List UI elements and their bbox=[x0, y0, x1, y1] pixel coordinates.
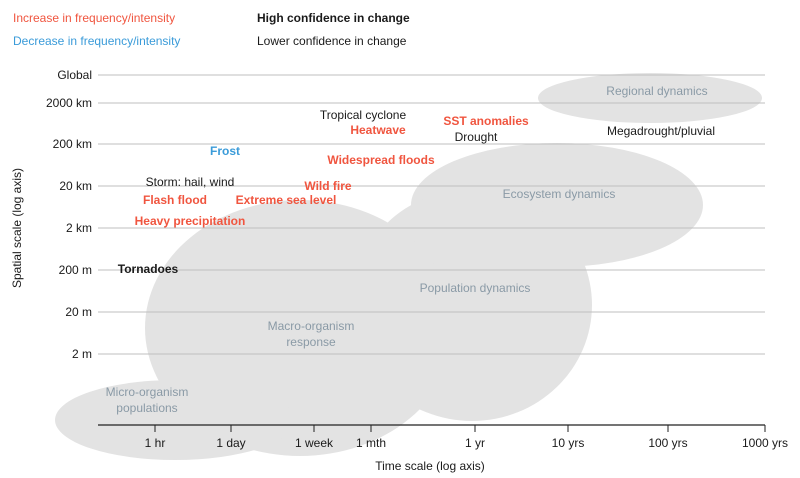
region-label-micro: Micro-organism populations bbox=[106, 385, 189, 415]
event-label-megadrought: Megadrought/pluvial bbox=[607, 124, 715, 138]
event-label-storm: Storm: hail, wind bbox=[146, 175, 235, 189]
x-tick-label: 100 yrs bbox=[648, 436, 687, 450]
event-label-wild-fire: Wild fire bbox=[304, 179, 352, 193]
y-axis-label: Spatial scale (log axis) bbox=[10, 168, 24, 288]
legend-lower-confidence: Lower confidence in change bbox=[257, 34, 407, 48]
x-tick-label: 1 hr bbox=[145, 436, 166, 450]
x-tick-label: 1 week bbox=[295, 436, 334, 450]
axes: Global 2000 km 200 km 20 km 2 km 200 m 20 m 2 m… bbox=[10, 68, 788, 473]
legend-increase: Increase in frequency/intensity bbox=[13, 11, 176, 25]
x-tick-label: 1000 yrs bbox=[742, 436, 788, 450]
y-tick-label: Global bbox=[57, 68, 92, 82]
region-ellipses bbox=[55, 73, 762, 460]
event-label-tornadoes: Tornadoes bbox=[118, 262, 179, 276]
y-tick-label: 200 km bbox=[53, 137, 92, 151]
y-tick-label: 2000 km bbox=[46, 96, 92, 110]
legend-high-confidence: High confidence in change bbox=[257, 11, 410, 25]
x-axis-label: Time scale (log axis) bbox=[375, 459, 485, 473]
event-label-heatwave: Heatwave bbox=[350, 123, 406, 137]
ellipse-micro bbox=[55, 380, 295, 460]
region-labels: Regional dynamics Ecosystem dynamics Popul… bbox=[106, 84, 708, 415]
event-label-frost: Frost bbox=[210, 144, 240, 158]
event-label-widespread-floods: Widespread floods bbox=[327, 153, 435, 167]
event-label-heavy-precipitation: Heavy precipitation bbox=[135, 214, 246, 228]
x-tick-label: 1 mth bbox=[356, 436, 386, 450]
grid-lines bbox=[98, 74, 765, 355]
event-label-extreme-sea-level: Extreme sea level bbox=[236, 193, 337, 207]
event-label-tropical-cyclone: Tropical cyclone bbox=[320, 108, 407, 122]
ellipse-regional bbox=[538, 73, 762, 123]
x-tick-label: 1 yr bbox=[465, 436, 485, 450]
region-label-ecosystem: Ecosystem dynamics bbox=[503, 187, 616, 201]
y-tick-label: 2 m bbox=[72, 347, 92, 361]
event-label-sst-anomalies: SST anomalies bbox=[443, 114, 529, 128]
x-tick-label: 1 day bbox=[216, 436, 245, 450]
y-tick-label: 2 km bbox=[66, 221, 92, 235]
region-label-regional: Regional dynamics bbox=[606, 84, 707, 98]
event-label-flash-flood: Flash flood bbox=[143, 193, 207, 207]
legend-decrease: Decrease in frequency/intensity bbox=[13, 34, 181, 48]
y-tick-label: 20 km bbox=[59, 179, 92, 193]
y-tick-label: 20 m bbox=[65, 305, 92, 319]
event-label-drought: Drought bbox=[455, 130, 498, 144]
y-tick-label: 200 m bbox=[59, 263, 92, 277]
x-tick-label: 10 yrs bbox=[552, 436, 585, 450]
region-label-population: Population dynamics bbox=[420, 281, 531, 295]
region-label-macro: Macro-organism response bbox=[268, 319, 355, 349]
